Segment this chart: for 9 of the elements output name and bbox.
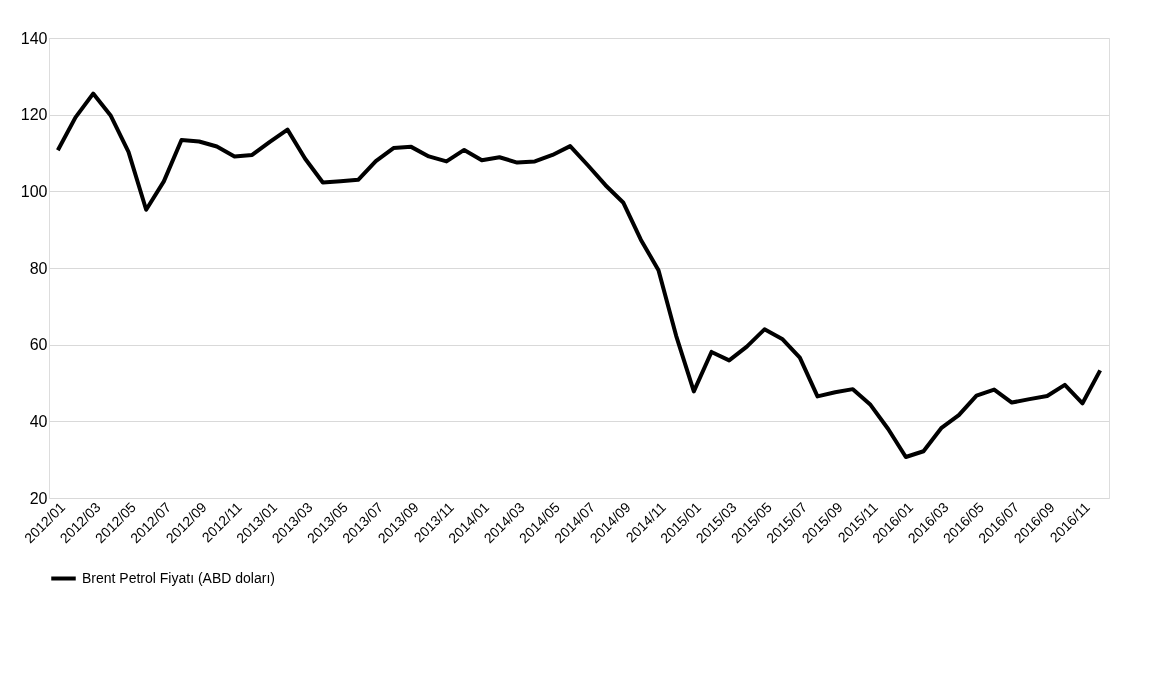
legend-label: Brent Petrol Fiyatı (ABD doları) bbox=[82, 569, 275, 586]
y-tick-label: 80 bbox=[29, 259, 48, 277]
y-tick-label: 60 bbox=[29, 336, 48, 354]
y-tick-label: 100 bbox=[20, 182, 48, 200]
y-tick-label: 140 bbox=[20, 29, 48, 47]
y-tick-label: 20 bbox=[29, 489, 48, 507]
y-tick-label: 120 bbox=[20, 106, 48, 124]
y-tick-label: 40 bbox=[29, 412, 48, 430]
line-series bbox=[55, 91, 1103, 459]
